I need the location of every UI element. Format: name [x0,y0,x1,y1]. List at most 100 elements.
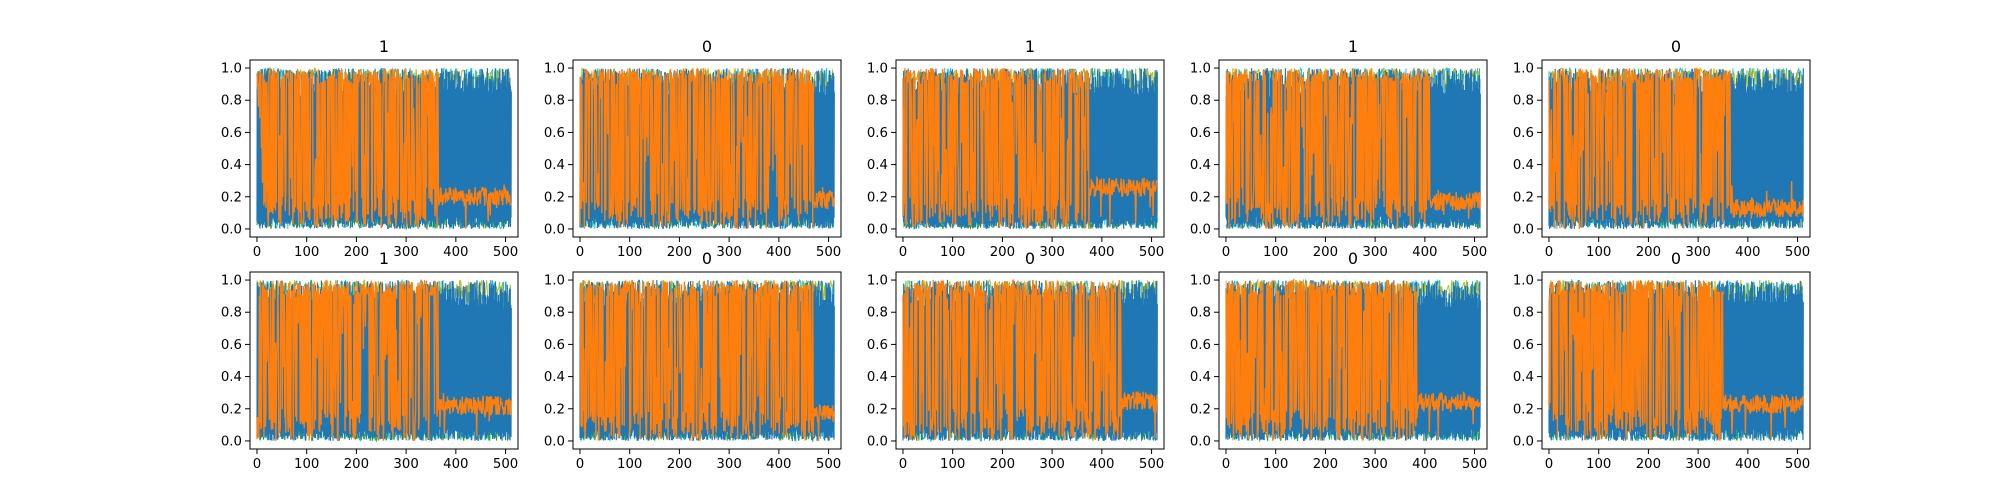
axes-frame [572,59,842,238]
y-tick-label: 0.0 [1190,222,1211,237]
x-tick-label: 0 [576,245,584,260]
subplot-3: 0 100 200 300 400 500 0.0 0.2 0.4 0.6 0.8 1.0 1 [867,37,1165,260]
y-tick-label: 0.4 [221,158,242,173]
y-tick-label: 1.0 [867,274,888,289]
x-tick-label: 300 [1362,457,1387,472]
subplot-title: 1 [1348,37,1358,56]
plot-area [579,278,835,443]
y-tick-label: 0.6 [867,338,888,353]
x-tick-label: 400 [1735,245,1760,260]
y-tick-label: 0.2 [1190,190,1211,205]
y-tick-label: 0.0 [544,434,565,449]
series-line [579,67,835,229]
x-tick-label: 200 [667,457,692,472]
plot-area [1548,278,1804,443]
x-tick-label: 200 [990,245,1015,260]
y-tick-label: 0.4 [867,370,888,385]
y-tick-label: 0.2 [1513,190,1534,205]
y-tick-label: 0.6 [221,338,242,353]
y-tick-label: 0.4 [1513,158,1534,173]
y-tick-label: 0.2 [1513,402,1534,417]
y-tick-label: 0.2 [221,402,242,417]
y-tick-label: 0.2 [221,190,242,205]
subplot-title: 0 [702,249,712,268]
y-tick-label: 0.4 [544,370,565,385]
subplot-title: 0 [1671,249,1681,268]
plot-area [902,67,1158,231]
x-tick-label: 400 [443,457,468,472]
x-tick-label: 0 [1545,457,1553,472]
plot-area [579,67,835,230]
x-tick-label: 300 [1685,245,1710,260]
y-tick-label: 0.4 [544,158,565,173]
x-tick-label: 100 [617,245,642,260]
x-tick-label: 300 [716,457,741,472]
y-tick-label: 0.2 [544,190,565,205]
series-line [256,280,512,442]
subplot-6: 0 100 200 300 400 500 0.0 0.2 0.4 0.6 0.8 1.0 1 [221,249,519,472]
axes-frame [1541,271,1811,450]
y-tick-label: 0.0 [544,222,565,237]
x-tick-label: 400 [1089,245,1114,260]
x-tick-label: 100 [617,457,642,472]
x-tick-label: 200 [344,457,369,472]
subplot-7: 0 100 200 300 400 500 0.0 0.2 0.4 0.6 0.8 1.0 0 [544,249,842,472]
plot-area [902,279,1158,443]
y-tick-label: 0.2 [867,402,888,417]
x-tick-label: 500 [493,245,518,260]
subplot-title: 1 [1025,37,1035,56]
x-tick-label: 500 [493,457,518,472]
y-tick-label: 0.8 [1513,306,1534,321]
x-tick-label: 0 [899,245,907,260]
x-tick-label: 500 [1785,457,1810,472]
series-line [1548,280,1804,441]
x-tick-label: 300 [393,457,418,472]
x-tick-label: 200 [667,245,692,260]
x-tick-label: 500 [1139,245,1164,260]
y-tick-label: 1.0 [1190,62,1211,77]
y-tick-label: 0.8 [544,306,565,321]
y-tick-label: 0.2 [544,402,565,417]
plot-area [1548,66,1804,230]
axes-frame [572,271,842,450]
plot-area [1225,66,1481,231]
x-tick-label: 200 [1636,245,1661,260]
y-tick-label: 1.0 [544,274,565,289]
y-tick-label: 0.6 [1513,126,1534,141]
y-tick-label: 1.0 [867,62,888,77]
axes-frame [249,271,519,450]
subplot-title: 1 [379,249,389,268]
axes-frame [249,59,519,238]
x-tick-label: 0 [253,457,261,472]
axes-frame [1218,271,1488,450]
axes-frame [1541,59,1811,238]
x-tick-label: 0 [253,245,261,260]
y-tick-label: 0.6 [544,126,565,141]
y-tick-label: 1.0 [1190,274,1211,289]
x-tick-label: 400 [766,245,791,260]
y-tick-label: 1.0 [221,274,242,289]
series-line [1225,277,1481,442]
plot-area [256,66,512,231]
y-tick-label: 0.8 [544,94,565,109]
x-tick-label: 0 [1545,245,1553,260]
y-tick-label: 0.8 [1513,94,1534,109]
x-tick-label: 200 [990,457,1015,472]
x-tick-label: 100 [1586,457,1611,472]
plot-area [256,278,512,443]
y-tick-label: 0.4 [1190,158,1211,173]
x-tick-label: 400 [1412,245,1437,260]
x-tick-label: 500 [816,457,841,472]
x-tick-label: 0 [899,457,907,472]
subplot-title: 1 [379,37,389,56]
y-tick-label: 0.0 [1190,434,1211,449]
subplot-2: 0 100 200 300 400 500 0.0 0.2 0.4 0.6 0.8 1.0 0 [544,37,842,260]
x-tick-label: 200 [1313,457,1338,472]
y-tick-label: 0.4 [1190,370,1211,385]
y-tick-label: 0.2 [867,190,888,205]
subplot-title: 0 [1671,37,1681,56]
series-line [902,67,1158,229]
y-tick-label: 0.4 [867,158,888,173]
subplot-1: 0 100 200 300 400 500 0.0 0.2 0.4 0.6 0.8 1.0 1 [221,37,519,260]
